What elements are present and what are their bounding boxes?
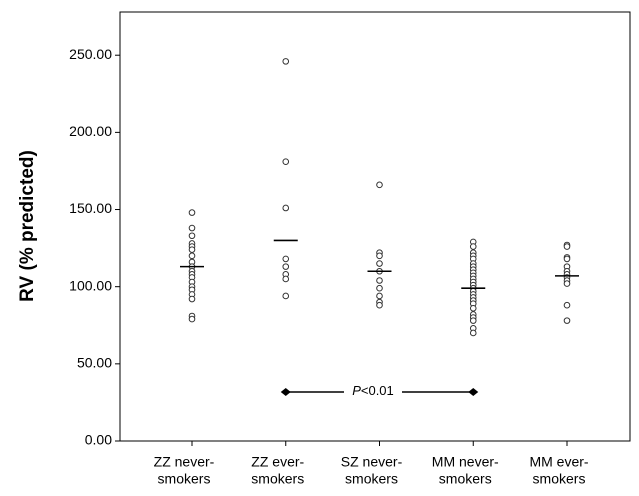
y-tick-label: 200.00 [69, 123, 112, 139]
x-tick-label: smokers [251, 471, 304, 487]
y-tick-label: 0.00 [85, 432, 112, 448]
x-tick-label: ZZ ever- [251, 454, 304, 470]
annotation-text: <0.01 [361, 383, 394, 398]
data-point [188, 295, 196, 303]
y-tick-label: 150.00 [69, 200, 112, 216]
data-point [188, 209, 196, 216]
annotation-italic: P [352, 383, 361, 398]
data-point [376, 301, 383, 309]
data-point [282, 263, 290, 270]
data-point [469, 329, 477, 337]
y-tick-label: 250.00 [69, 46, 112, 62]
data-point [563, 255, 571, 263]
y-tick-label: 100.00 [69, 277, 112, 293]
x-tick-label: smokers [158, 471, 211, 487]
data-point [188, 232, 196, 240]
data-point [282, 255, 290, 263]
data-point [188, 246, 196, 253]
data-point [563, 301, 571, 309]
data-point [469, 304, 477, 312]
y-tick-label: 50.00 [77, 355, 112, 371]
annotation: P<0.01 [352, 383, 394, 398]
x-tick-label: smokers [345, 471, 398, 487]
x-tick-label: smokers [533, 471, 586, 487]
data-point [563, 243, 571, 250]
x-tick-label: MM never- [432, 454, 499, 470]
data-point [469, 243, 477, 250]
data-point [282, 292, 290, 300]
x-tick-label: SZ never- [341, 454, 403, 470]
data-point [376, 277, 383, 284]
data-point [563, 280, 571, 287]
data-point [376, 284, 383, 292]
data-point [282, 204, 290, 212]
data-point [376, 260, 383, 267]
y-axis-label: RV (% predicted) [17, 150, 38, 302]
data-point [282, 58, 290, 65]
data-point [376, 181, 383, 189]
data-point [469, 317, 477, 324]
x-tick-label: ZZ never- [154, 454, 215, 470]
data-point [376, 292, 383, 300]
data-point [282, 275, 290, 283]
data-point [188, 315, 196, 323]
bracket-end [280, 388, 291, 396]
data-point [188, 224, 196, 232]
data-point [376, 252, 383, 260]
data-point [282, 158, 290, 165]
data-point [563, 317, 571, 324]
bracket-end [468, 388, 479, 396]
data-point [188, 252, 196, 260]
x-tick-label: MM ever- [529, 454, 588, 470]
plot-frame [119, 11, 631, 442]
x-tick-label: smokers [439, 471, 492, 487]
